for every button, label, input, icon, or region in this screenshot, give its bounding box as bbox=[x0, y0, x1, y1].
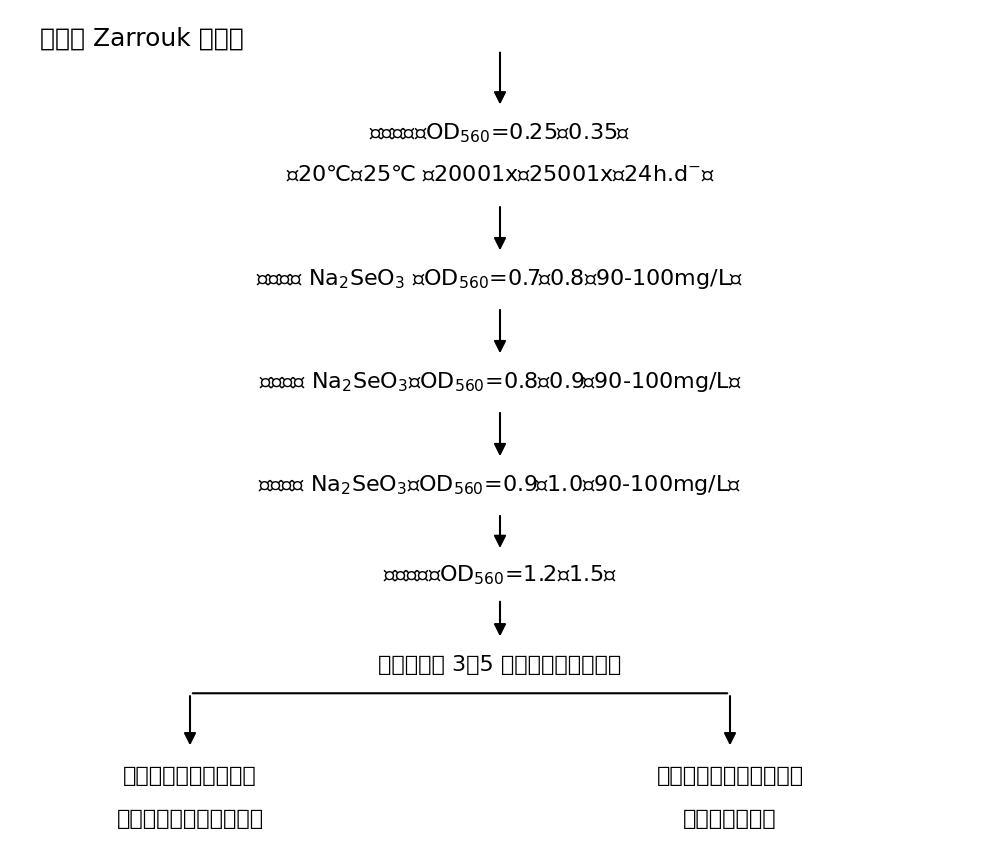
Text: 第一次加 Na$_{2}$SeO$_{3}$ （OD$_{560}$=0.7～0.8，90-100mg/L）: 第一次加 Na$_{2}$SeO$_{3}$ （OD$_{560}$=0.7～0… bbox=[256, 267, 744, 291]
Text: 总硒及有机硒含量检测: 总硒及有机硒含量检测 bbox=[123, 766, 257, 787]
Text: 接种培养（OD$_{560}$=0.25～0.35）: 接种培养（OD$_{560}$=0.25～0.35） bbox=[369, 121, 631, 145]
Text: （原子药光分光光度法）: （原子药光分光光度法） bbox=[116, 809, 264, 830]
Text: （量子共振法）: （量子共振法） bbox=[683, 809, 777, 830]
Text: 收集藻体（OD$_{560}$=1.2～1.5）: 收集藻体（OD$_{560}$=1.2～1.5） bbox=[383, 563, 617, 587]
Text: 第三次加 Na$_{2}$SeO$_{3}$（OD$_{560}$=0.9～1.0，90-100mg/L）: 第三次加 Na$_{2}$SeO$_{3}$（OD$_{560}$=0.9～1.… bbox=[258, 473, 742, 497]
Text: 蔻馏水清洗 3～5 次，冷冻干燥成藻粉: 蔻馏水清洗 3～5 次，冷冻干燥成藻粉 bbox=[378, 655, 622, 675]
Text: （20℃～25℃ 、20001x～25001x，24h.d$^{-}$）: （20℃～25℃ 、20001x～25001x，24h.d$^{-}$） bbox=[286, 166, 714, 186]
Text: 必需氨基酸及免疫力检测: 必需氨基酸及免疫力检测 bbox=[656, 766, 804, 787]
Text: 灸菌的 Zarrouk 培养基: 灸菌的 Zarrouk 培养基 bbox=[40, 27, 244, 51]
Text: 第二次加 Na$_{2}$SeO$_{3}$（OD$_{560}$=0.8～0.9，90-100mg/L）: 第二次加 Na$_{2}$SeO$_{3}$（OD$_{560}$=0.8～0.… bbox=[259, 370, 741, 394]
